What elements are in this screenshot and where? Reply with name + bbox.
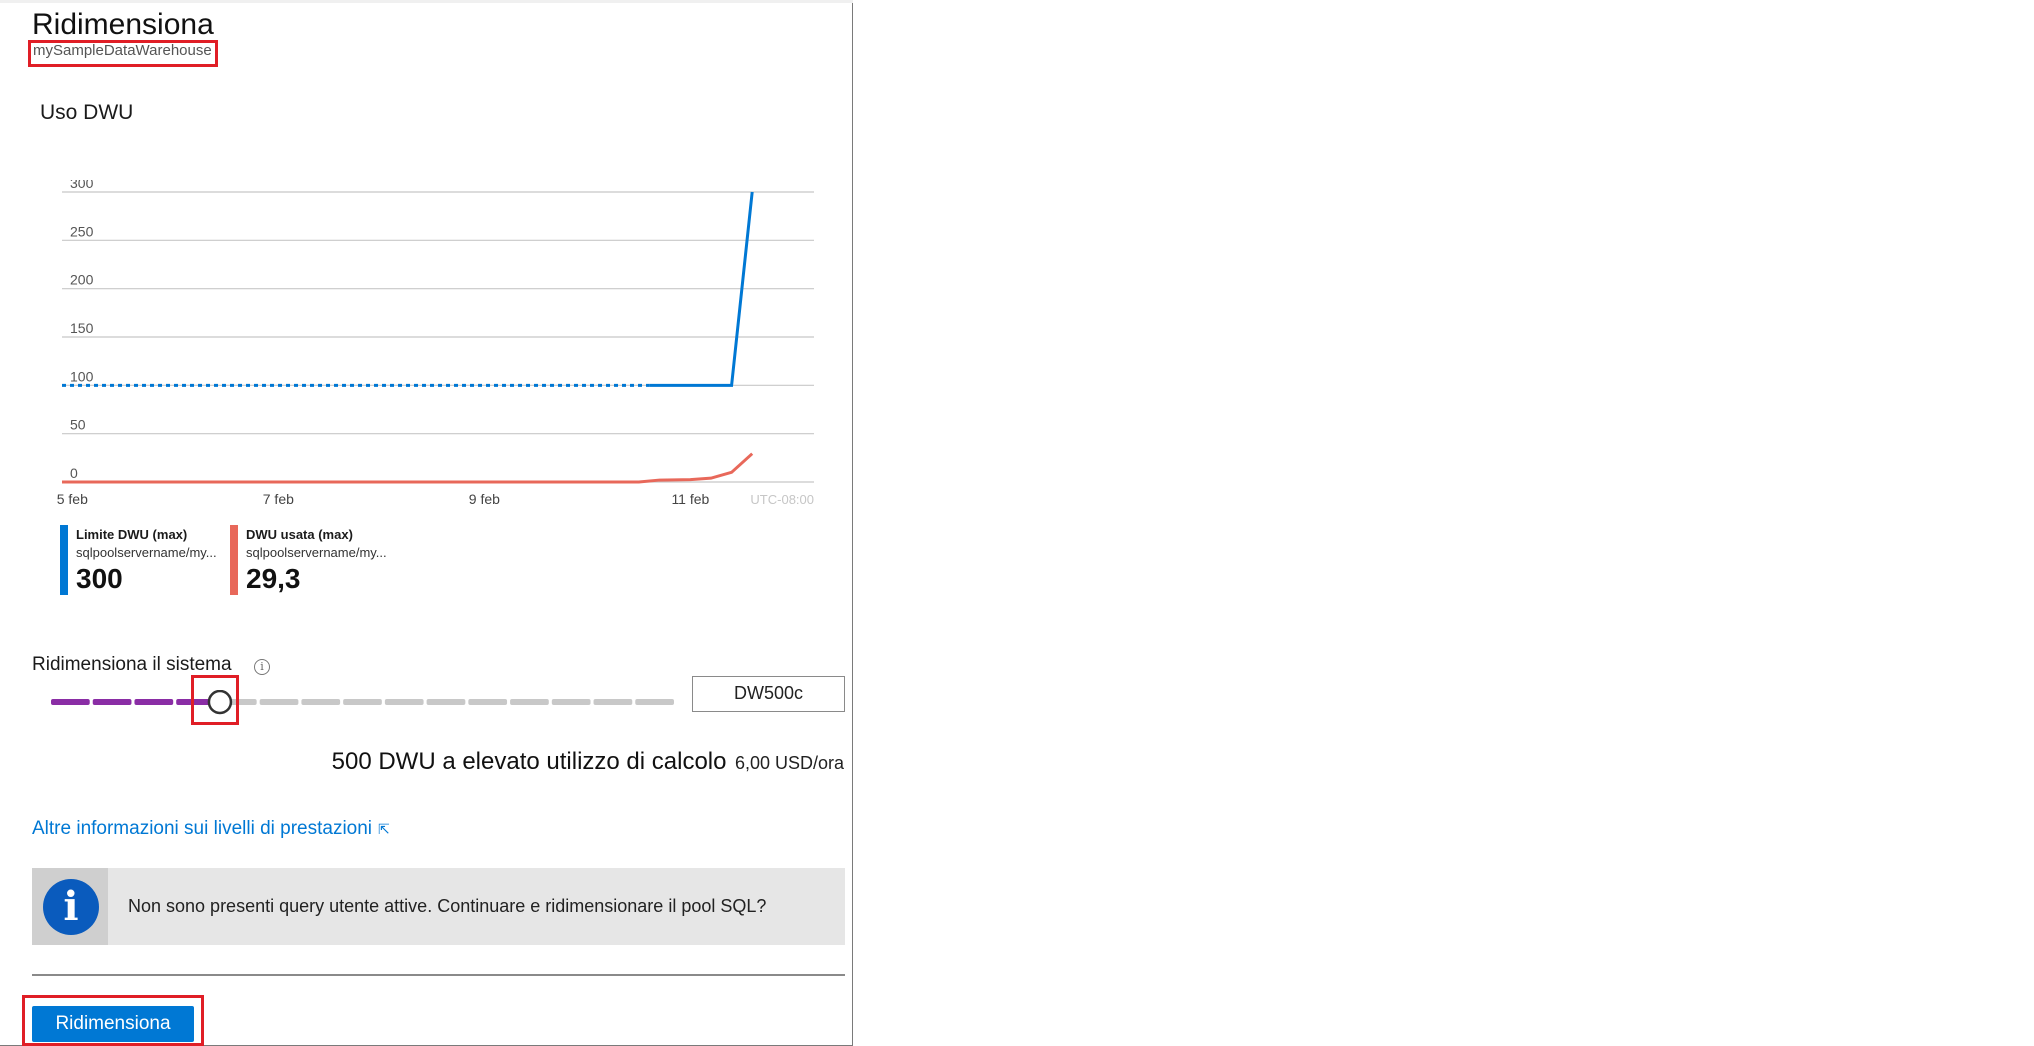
panel-title: Ridimensiona [32,8,214,41]
slider-step[interactable] [593,699,633,705]
performance-levels-link-text: Altre informazioni sui livelli di presta… [32,818,373,839]
series-line-dwu-limit [649,191,754,387]
timezone-label: UTC-08:00 [750,492,814,507]
performance-levels-link[interactable]: Altre informazioni sui livelli di presta… [32,818,390,840]
x-tick-label: 11 feb [671,491,709,507]
x-tick-label: 9 feb [469,491,500,507]
legend-value: 300 [76,563,123,594]
dwu-scale-slider[interactable] [48,690,678,718]
scale-button[interactable]: Ridimensiona [32,1006,194,1042]
series-line-dwu-used [62,452,754,484]
y-tick-label: 50 [70,417,86,433]
info-circle-icon: i [43,879,99,935]
slider-thumb[interactable] [207,690,233,715]
y-tick-label: 150 [70,320,94,336]
hourly-price: 6,00 USD/ora [734,753,844,773]
info-message-text: Non sono presenti query utente attive. C… [128,896,767,916]
slider-step[interactable] [510,699,549,705]
info-message-icon-area: i [32,868,108,945]
external-link-icon: ⇱ [378,821,390,837]
x-tick-label: 7 feb [263,491,294,507]
usage-section-title: Uso DWU [40,101,134,124]
slider-step[interactable] [51,699,90,705]
legend-color-swatch [60,525,68,595]
slider-step[interactable] [259,699,299,705]
slider-step[interactable] [384,699,424,705]
scale-panel: Ridimensiona mySampleDataWarehouse Uso D… [0,0,853,1046]
legend-series-name: DWU usata (max) [246,527,353,542]
slider-step[interactable] [635,699,674,705]
y-tick-label: 100 [70,368,94,384]
panel-subtitle: mySampleDataWarehouse [33,42,212,59]
panel-top-border [0,0,853,3]
legend-resource-name: sqlpoolservername/my... [246,545,387,560]
dwu-usage-chart: 300 250 200 150 100 50 0 5 feb 7 feb 9 feb 11 feb U… [57,180,814,507]
slider-step[interactable] [343,699,382,705]
y-tick-label: 300 [70,180,94,191]
slider-step[interactable] [468,699,508,705]
performance-level-text: 500 DWU a elevato utilizzo di calcolo [331,748,727,775]
legend-color-swatch [230,525,238,595]
y-tick-label: 250 [70,223,94,239]
info-icon[interactable]: i [254,659,270,675]
info-message-bar: i Non sono presenti query utente attive.… [32,868,845,945]
legend-series-name: Limite DWU (max) [76,527,188,542]
y-tick-label: 200 [70,272,94,288]
footer-divider [32,974,845,976]
legend-resource-name: sqlpoolservername/my... [76,545,217,560]
slider-step[interactable] [551,699,591,705]
legend-value: 29,3 [246,563,301,594]
x-tick-label: 5 feb [57,491,88,507]
scale-system-label: Ridimensiona il sistema [32,654,232,675]
legend-item-dwu-used[interactable]: DWU usata (max) sqlpoolservername/my... … [230,525,400,595]
slider-step[interactable] [92,699,132,705]
y-tick-label: 0 [70,465,78,481]
slider-step[interactable] [176,699,215,705]
legend-item-dwu-limit[interactable]: Limite DWU (max) sqlpoolservername/my...… [60,525,230,595]
slider-step[interactable] [134,699,174,705]
performance-summary: 500 DWU a elevato utilizzo di calcolo 6,… [332,748,844,776]
slider-step[interactable] [426,699,466,705]
slider-step[interactable] [301,699,341,705]
selected-dwu-value: DW500c [692,676,845,712]
